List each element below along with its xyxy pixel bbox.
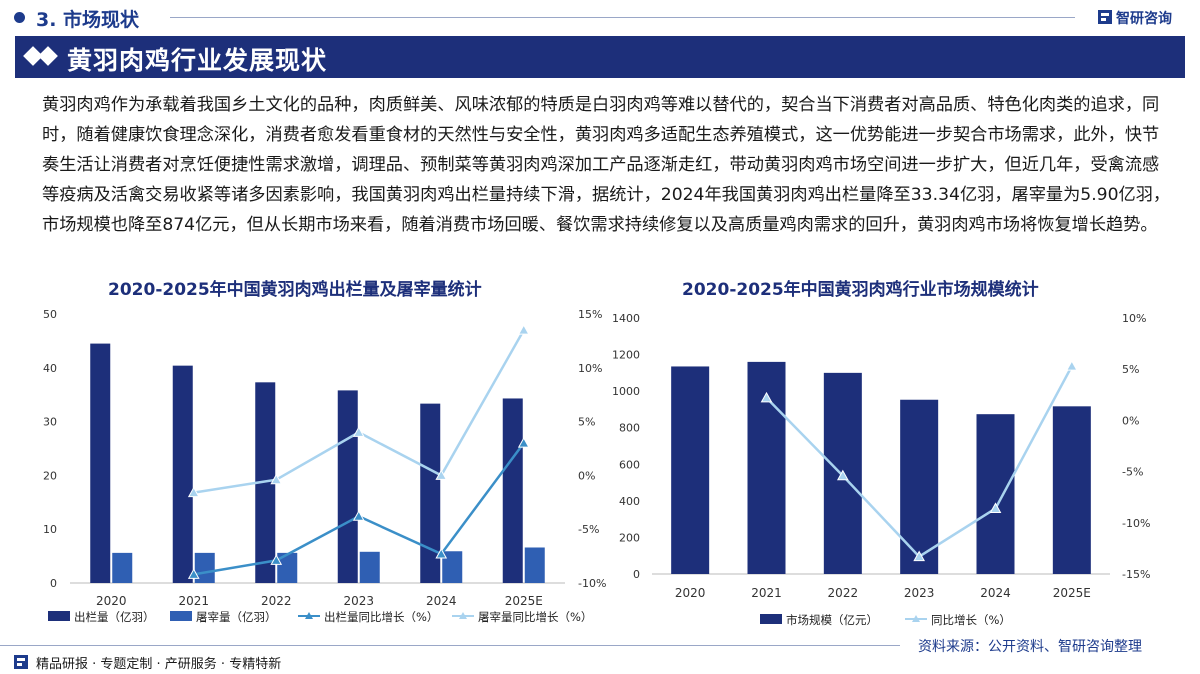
chart2-x-tick: 2023	[904, 586, 935, 600]
chart2-y-left-tick: 1000	[612, 385, 640, 398]
chart2-legend-swatch	[760, 614, 782, 624]
brand-logo-icon	[14, 655, 28, 669]
chart2-bar	[1052, 406, 1091, 574]
chart2-y-left-tick: 400	[619, 495, 640, 508]
section-title: 3. 市场现状	[36, 9, 140, 31]
chart1-bar	[502, 398, 523, 583]
chart2-y-left-tick: 200	[619, 531, 640, 544]
chart2-line-marker	[1065, 360, 1078, 371]
chart1-y-right-tick: 0%	[578, 469, 595, 482]
chart1-x-tick: 2021	[178, 594, 209, 608]
chart1-line-marker	[517, 437, 530, 448]
chart1-y-right-tick: 15%	[578, 308, 602, 321]
chart1-line-marker	[187, 568, 200, 579]
chart2-legend-label: 市场规模（亿元）	[786, 613, 878, 627]
chart2-y-right-tick: -10%	[1122, 517, 1150, 530]
chart1-y-right-tick: -5%	[578, 523, 599, 536]
footer-tagline: 精品研报 · 专题定制 · 产研服务 · 专精特新	[36, 657, 282, 672]
bullet-icon	[14, 12, 25, 23]
chart1-line-marker	[517, 324, 530, 335]
banner: 黄羽肉鸡行业发展现状	[15, 36, 1185, 78]
chart2-legend-marker	[912, 615, 920, 622]
chart2-y-left-tick: 1400	[612, 312, 640, 325]
chart2-x-tick: 2021	[751, 586, 782, 600]
source-note: 资料来源：公开资料、智研咨询整理	[918, 639, 1142, 655]
banner-title: 黄羽肉鸡行业发展现状	[67, 46, 328, 75]
intro-paragraph: 黄羽肉鸡作为承载着我国乡土文化的品种，肉质鲜美、风味浓郁的特质是白羽肉鸡等难以替…	[42, 95, 1171, 235]
brand-logo-icon	[1098, 10, 1112, 24]
top-bar: 3. 市场现状	[0, 0, 1200, 36]
chart1-y-left-tick: 50	[43, 308, 57, 321]
chart1-bar	[420, 403, 441, 583]
chart1-bar	[194, 552, 215, 583]
brand-logo: 智研咨询	[1098, 7, 1198, 29]
chart1-y-left-tick: 0	[50, 577, 57, 590]
chart1-legend-swatch	[170, 611, 192, 621]
chart1-line-marker	[270, 554, 283, 565]
chart1-y-left-tick: 20	[43, 469, 57, 482]
chart1-y-right-tick: 10%	[578, 362, 602, 375]
chart1-y-left-tick: 40	[43, 362, 57, 375]
chart2-y-right-tick: 0%	[1122, 414, 1139, 427]
chart2-x-tick: 2024	[980, 586, 1011, 600]
chart1-legend-swatch	[48, 611, 70, 621]
chart1-series-line	[193, 329, 525, 494]
chart2-y-left-tick: 800	[619, 422, 640, 435]
chart1-x-tick: 2023	[343, 594, 374, 608]
chart2-y-left-tick: 600	[619, 458, 640, 471]
chart2-line-marker	[760, 391, 773, 403]
chart1-line-marker	[352, 426, 365, 437]
chart1-bar	[112, 552, 133, 583]
chart1-line-marker	[187, 486, 200, 498]
chart2-y-left-tick: 1200	[612, 349, 640, 362]
chart1-legend-label: 出栏量同比增长（%）	[324, 610, 438, 624]
chart1-bar	[90, 343, 111, 583]
chart2-bar	[671, 366, 710, 574]
chart1-x-tick: 2024	[426, 594, 457, 608]
chart1-y-left-tick: 30	[43, 416, 57, 429]
chart2-x-tick: 2020	[675, 586, 706, 600]
chart1-line-marker	[352, 510, 365, 521]
chart1-legend-marker	[305, 612, 313, 619]
chart1-legend-label: 屠宰量同比增长（%）	[478, 610, 592, 624]
chart1-x-tick: 2025E	[505, 594, 543, 608]
chart1-y-left-tick: 10	[43, 523, 57, 536]
chart2-y-right-tick: -5%	[1122, 466, 1143, 479]
chart1-bar	[359, 551, 380, 583]
footer-divider	[0, 645, 900, 646]
chart2-y-right-tick: 10%	[1122, 312, 1146, 325]
chart1-series-line	[193, 442, 525, 576]
chart2-x-tick: 2022	[828, 586, 859, 600]
chart2-bar	[976, 414, 1015, 574]
chart1-bar	[337, 390, 358, 583]
chart1-line-marker	[270, 473, 283, 485]
chart2-line-marker	[836, 469, 849, 481]
chart1-x-tick: 2022	[261, 594, 292, 608]
chart1-legend-label: 屠宰量（亿羽）	[196, 610, 277, 624]
chart1-line-marker	[435, 469, 448, 480]
chart1-bar	[277, 552, 298, 583]
chart2-y-right-tick: 5%	[1122, 363, 1139, 376]
header-divider	[170, 17, 1075, 18]
chart1-bar	[172, 365, 193, 583]
chart1-title: 2020-2025年中国黄羽肉鸡出栏量及屠宰量统计	[108, 280, 482, 300]
brand-name: 智研咨询	[1116, 11, 1172, 27]
chart2-line-marker	[989, 502, 1002, 513]
chart1-bar	[524, 547, 545, 583]
chart1-x-tick: 2020	[96, 594, 127, 608]
chart2-x-tick: 2025E	[1053, 586, 1091, 600]
chart2-y-right-tick: -15%	[1122, 568, 1150, 581]
chart1-legend-label: 出栏量（亿羽）	[74, 610, 155, 624]
chart1-y-right-tick: -10%	[578, 577, 606, 590]
chart2-line-marker	[913, 550, 926, 562]
chart1-legend-marker	[459, 612, 467, 619]
chart1-bar	[442, 551, 463, 583]
chart2-title: 2020-2025年中国黄羽肉鸡行业市场规模统计	[682, 280, 1039, 300]
chart1-y-right-tick: 5%	[578, 416, 595, 429]
chart2-legend-label: 同比增长（%）	[931, 613, 1011, 627]
chart1-line-marker	[435, 547, 448, 559]
chart2-y-left-tick: 0	[633, 568, 640, 581]
